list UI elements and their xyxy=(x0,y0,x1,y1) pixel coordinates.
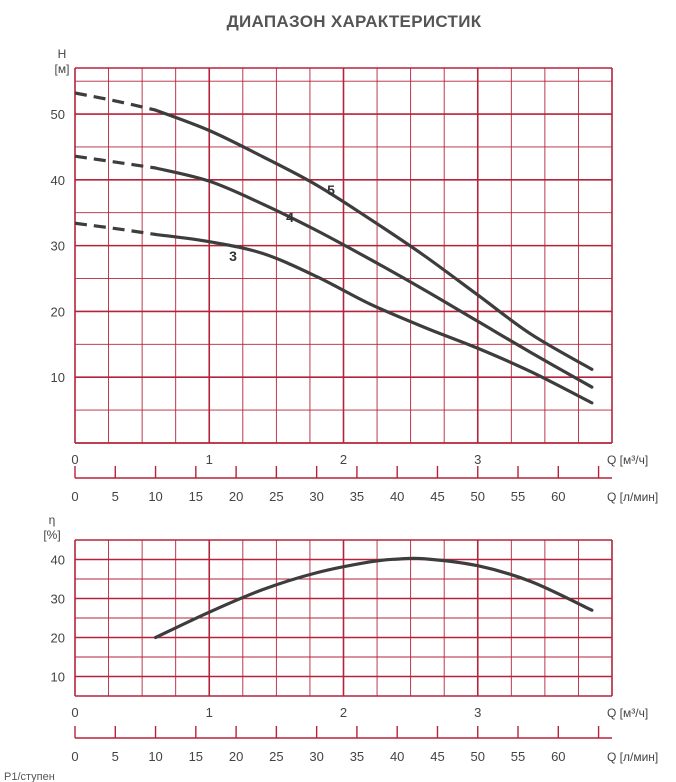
head-x2-tick-label: 5 xyxy=(112,489,119,504)
efficiency-y-tick-label: 40 xyxy=(51,553,65,568)
head-x-tick-label: 0 xyxy=(71,452,78,467)
efficiency-x-tick-label: 2 xyxy=(340,705,347,720)
head-y-tick-label: 50 xyxy=(51,107,65,122)
head-x-tick-label: 3 xyxy=(474,452,481,467)
head-x2-tick-label: 55 xyxy=(511,489,525,504)
head-series-5-line xyxy=(153,108,594,371)
efficiency-x-axis-label: Q [м³/ч] xyxy=(607,706,648,720)
efficiency-x2-tick-label: 5 xyxy=(112,749,119,764)
efficiency-x2-tick-label: 45 xyxy=(430,749,444,764)
efficiency-x2-tick-label: 30 xyxy=(309,749,323,764)
footer-note: P1/ступен xyxy=(4,771,55,782)
head-series-3-line xyxy=(153,232,594,405)
head-series-3-dashed-line xyxy=(74,221,156,237)
head-x2-tick-label: 20 xyxy=(229,489,243,504)
efficiency-x2-tick-label: 60 xyxy=(551,749,565,764)
head-x-tick-label: 1 xyxy=(206,452,213,467)
efficiency-x-tick-label: 1 xyxy=(206,705,213,720)
head-x2-tick-label: 50 xyxy=(471,489,485,504)
head-x2-tick-label: 25 xyxy=(269,489,283,504)
head-x2-axis-label: Q [л/мин] xyxy=(607,490,658,504)
efficiency-curve-chart: η[%] 10 20 30 40 0 1 2 3 Q [м³/ч] 0 5 10 15 20 25 30 35 40… xyxy=(43,513,658,764)
head-series-4-line xyxy=(153,166,594,389)
efficiency-x-tick-label: 0 xyxy=(71,705,78,720)
head-y-tick-label: 30 xyxy=(51,239,65,254)
efficiency-x-tick-label: 3 xyxy=(474,705,481,720)
head-x2-tick-label: 40 xyxy=(390,489,404,504)
head-x-axis-label: Q [м³/ч] xyxy=(607,453,648,467)
head-x2-tick-label: 10 xyxy=(148,489,162,504)
efficiency-x2-axis-label: Q [л/мин] xyxy=(607,750,658,764)
head-ylabel-unit: [м] xyxy=(55,62,70,76)
efficiency-x2-tick-label: 10 xyxy=(148,749,162,764)
efficiency-x2-tick-label: 50 xyxy=(471,749,485,764)
head-x2-tick-label: 30 xyxy=(309,489,323,504)
head-x2-tick-label: 0 xyxy=(71,489,78,504)
head-series-4-dashed-line xyxy=(74,154,156,170)
head-y-tick-label: 10 xyxy=(51,370,65,385)
head-x2-tick-label: 45 xyxy=(430,489,444,504)
head-series-4-label: 4 xyxy=(286,209,294,225)
head-series-5-label: 5 xyxy=(327,182,335,198)
head-x2-tick-label: 35 xyxy=(350,489,364,504)
head-x2-tick-label: 60 xyxy=(551,489,565,504)
efficiency-ylabel-unit: [%] xyxy=(43,528,60,542)
head-series-3-label: 3 xyxy=(229,248,237,264)
head-x2-tick-label: 15 xyxy=(189,489,203,504)
efficiency-series-1-line xyxy=(153,556,594,640)
head-y-tick-label: 40 xyxy=(51,173,65,188)
efficiency-y-tick-label: 30 xyxy=(51,592,65,607)
efficiency-x2-tick-label: 0 xyxy=(71,749,78,764)
efficiency-x2-tick-label: 55 xyxy=(511,749,525,764)
efficiency-x2-tick-label: 20 xyxy=(229,749,243,764)
efficiency-x2-tick-label: 25 xyxy=(269,749,283,764)
efficiency-y-tick-label: 20 xyxy=(51,631,65,646)
efficiency-ylabel-symbol: η xyxy=(49,513,56,527)
head-series-5-dashed-line xyxy=(74,91,156,112)
chart-title: ДИАПАЗОН ХАРАКТЕРИСТИК xyxy=(227,12,482,31)
head-y-tick-label: 20 xyxy=(51,304,65,319)
efficiency-x2-tick-label: 40 xyxy=(390,749,404,764)
head-ylabel-symbol: H xyxy=(58,47,67,61)
head-x-tick-label: 2 xyxy=(340,452,347,467)
efficiency-y-tick-label: 10 xyxy=(51,670,65,685)
efficiency-x2-tick-label: 15 xyxy=(189,749,203,764)
efficiency-x2-tick-label: 35 xyxy=(350,749,364,764)
